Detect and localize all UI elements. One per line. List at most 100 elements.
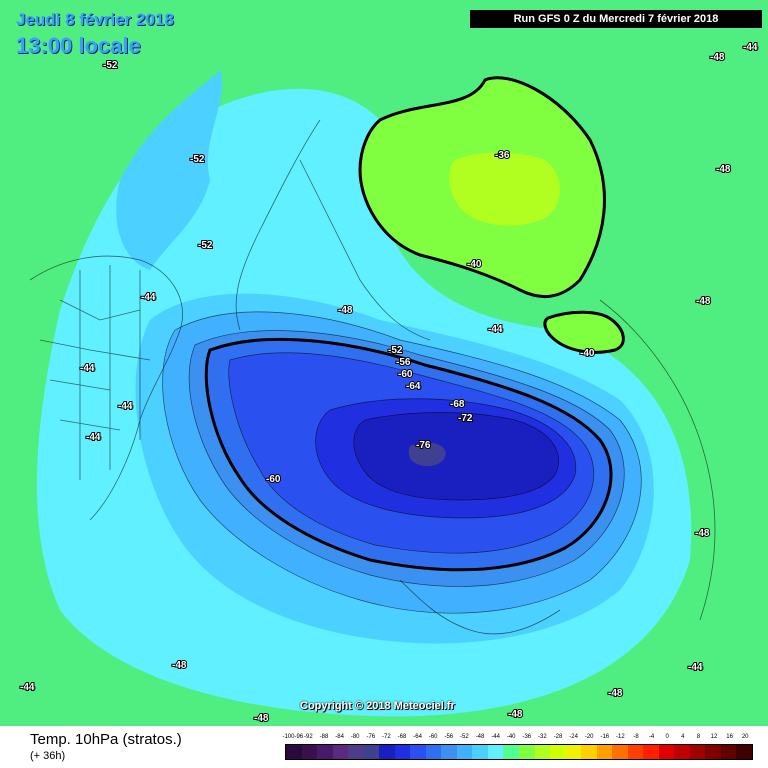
legend-swatch [736,745,752,759]
legend-swatch [658,745,675,759]
legend-label: -64 [413,734,422,740]
map-label: -44 [86,432,101,443]
legend-swatch [503,745,519,759]
map-label: -48 [172,660,187,671]
map-label: -48 [338,305,353,316]
legend-label: 0 [665,734,669,740]
legend-label: -32 [538,734,547,740]
map-label: -64 [406,381,421,392]
legend-labels: -100-96 -92 -88 -84 -80 -76 -72 -68 -64 -60 -56 -52… [282,734,753,744]
legend-swatch [301,745,318,759]
legend-label: 4 [681,734,685,740]
legend-swatch [705,745,721,759]
isoline-labels: -52 -52 -52 -44 -44 -44 -48 -48 -48 -44 … [19,41,759,725]
map-label: -48 [695,528,710,539]
isoline-40-bold [358,76,606,299]
legend-label: -16 [600,734,610,740]
legend-swatch [720,745,737,759]
map-label: -52 [103,60,118,71]
map-label: -44 [80,363,95,374]
legend-swatch [425,745,442,759]
map-label: -44 [20,682,35,693]
legend-label: -68 [397,734,407,740]
map-label: -48 [254,713,269,724]
legend-swatch [550,745,566,759]
map-label: -48 [508,709,523,720]
isoline-60-bold [204,337,613,572]
legend-label: -28 [553,734,563,740]
legend-label: -56 [444,734,454,740]
legend-swatch [332,745,349,759]
copyright-text: Copyright © 2018 Meteociel.fr [300,700,455,712]
legend-swatch [394,745,411,759]
legend-swatch [441,745,457,759]
legend-label: -36 [522,734,532,740]
contour-fill-36 [449,152,560,226]
legend-label: -24 [569,734,578,740]
legend-label: -76 [366,734,376,740]
legend-swatch [472,745,488,759]
legend-label: -8 [633,734,639,740]
field-title: Temp. 10hPa (stratos.) [30,731,182,748]
legend-swatch [518,745,535,759]
map-label: -60 [266,474,281,485]
legend-label: -88 [319,734,329,740]
forecast-time: 13:00 locale [16,33,141,58]
legend-swatch [363,745,380,759]
map-label: -44 [743,42,758,53]
legend-swatch [627,745,644,759]
map-label: -48 [696,296,711,307]
legend-swatch [581,745,597,759]
legend-label: 16 [726,734,733,740]
footer-bar: Temp. 10hPa (stratos.) (+ 36h) -100-96 -9… [0,726,768,768]
map-label: -36 [495,150,510,161]
legend-label: -4 [648,734,655,740]
map-label: -44 [488,324,503,335]
contour-fill-72 [353,412,559,500]
legend-label: 8 [696,734,701,740]
legend-swatch [674,745,690,759]
legend-swatch [379,745,395,759]
map-label: -48 [608,688,623,699]
forecast-date: Jeudi 8 février 2018 [16,10,174,29]
contour-fill-40b [544,312,624,353]
legend-label: -48 [475,734,485,740]
temperature-map: -52 -52 -52 -44 -44 -44 -48 -48 -48 -44 … [0,0,768,726]
map-label: -52 [190,154,205,165]
legend-swatch [596,745,613,759]
map-label: -76 [416,440,431,451]
contour-fill-48b [116,70,223,270]
map-label: -44 [688,662,703,673]
legend-swatch [612,745,628,759]
map-label: -48 [716,164,731,175]
legend-label: -44 [491,734,500,740]
legend-swatch [534,745,551,759]
legend-swatch [348,745,364,759]
legend-swatch [689,745,706,759]
legend-swatch [565,745,582,759]
map-label: -40 [580,348,595,359]
legend-swatch [643,745,659,759]
legend-swatch [286,745,302,759]
map-label: -52 [388,345,403,356]
map-label: -48 [710,52,725,63]
model-run-label: Run GFS 0 Z du Mercredi 7 février 2018 [470,10,762,28]
legend-label: -40 [506,734,516,740]
thin-isolines [162,311,642,614]
legend-label: -12 [616,734,625,740]
isoline-40b-bold [543,310,625,354]
legend-swatch [317,745,333,759]
legend-label: -92 [304,734,313,740]
coastlines [29,119,716,635]
legend-label: -100-96 [282,734,304,740]
map-label: -44 [141,292,156,303]
legend-label: -60 [428,734,438,740]
legend-label: 12 [710,734,718,740]
map-label: -72 [458,413,473,424]
map-label: -60 [398,369,413,380]
map-label: -52 [198,240,213,251]
map-label: -44 [118,401,133,412]
map-label: -68 [450,399,465,410]
legend-label: -20 [584,734,594,740]
legend-swatch [487,745,504,759]
